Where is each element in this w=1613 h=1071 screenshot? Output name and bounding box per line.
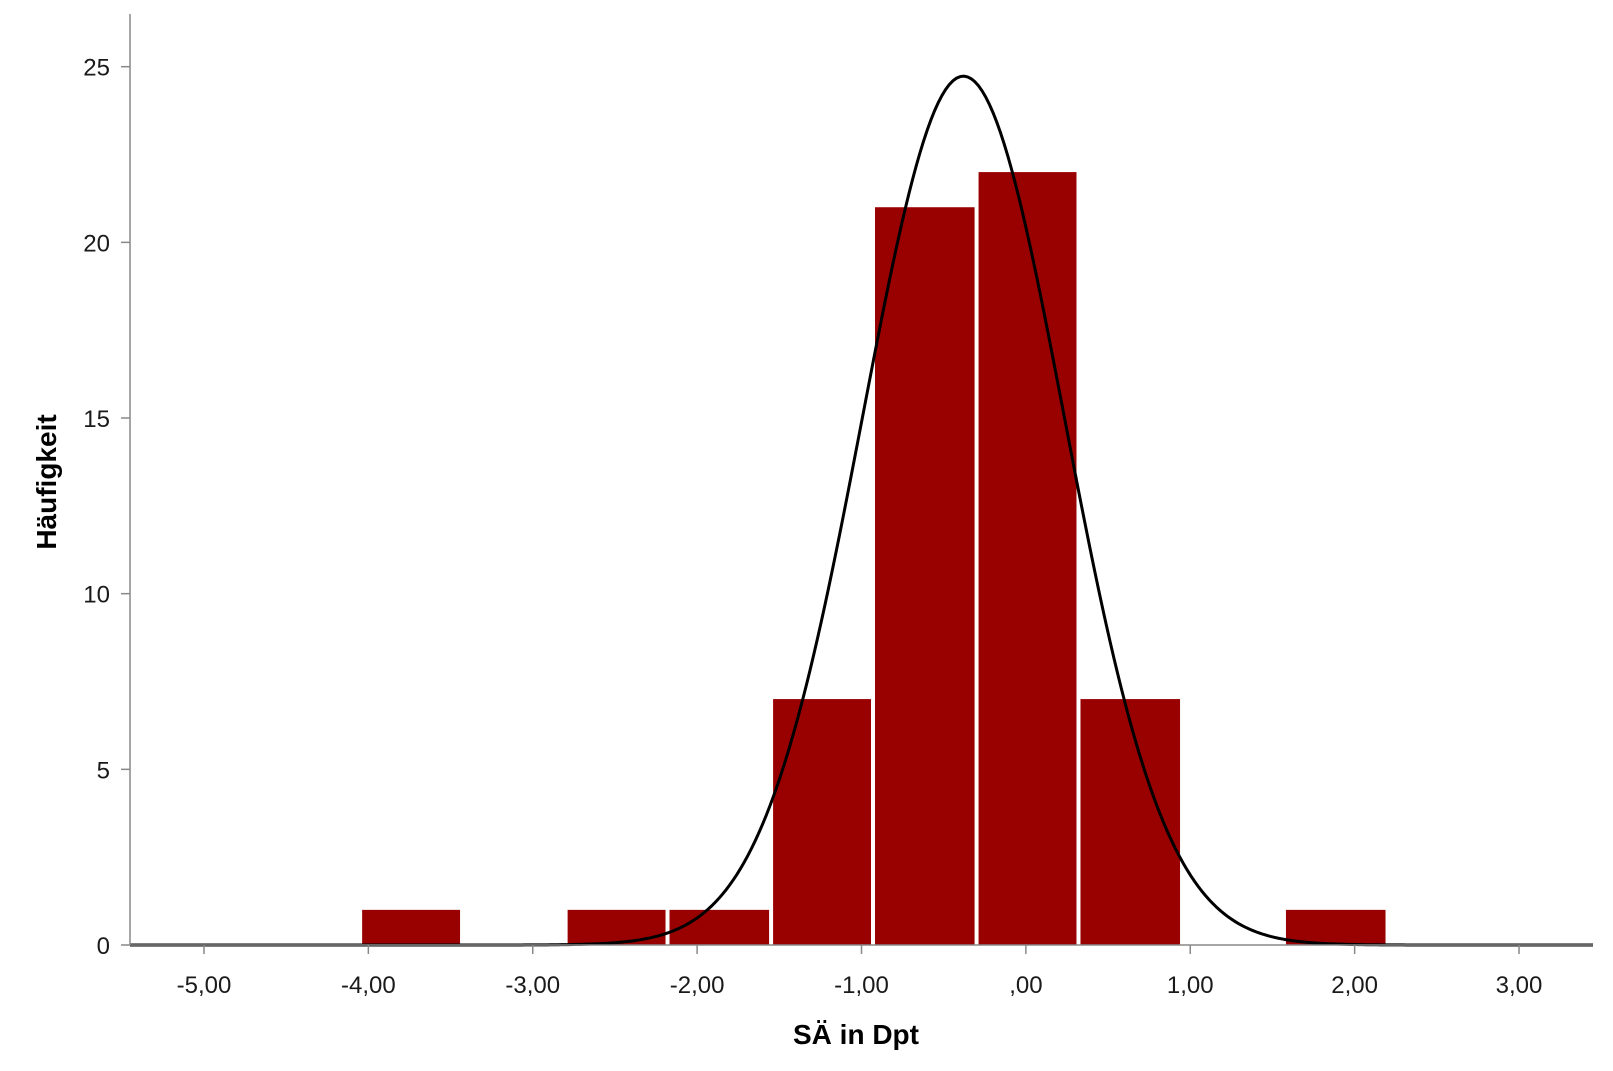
x-tick-label: 2,00 — [1331, 972, 1378, 999]
x-tick-label: ,00 — [1009, 972, 1042, 999]
x-tick-label: -4,00 — [341, 972, 396, 999]
x-tick-label: -3,00 — [505, 972, 560, 999]
y-tick-label: 0 — [97, 933, 110, 960]
y-tick-label: 10 — [83, 582, 110, 609]
y-axis-title: Häufigkeit — [31, 414, 62, 549]
histogram-bars — [362, 172, 1386, 945]
y-tick-label: 15 — [83, 406, 110, 433]
x-tick-label: -2,00 — [670, 972, 725, 999]
y-axis-ticks: 0 5 10 15 20 25 — [83, 55, 130, 960]
histogram-bar — [362, 909, 461, 945]
y-tick-label: 5 — [97, 757, 110, 784]
x-axis-ticks: -5,00 -4,00 -3,00 -2,00 -1,00 ,00 1,00 2,00 3,00 — [177, 945, 1543, 999]
x-tick-label: -5,00 — [177, 972, 232, 999]
histogram-bar — [669, 909, 770, 945]
x-tick-label: 3,00 — [1496, 972, 1543, 999]
x-tick-label: -1,00 — [834, 972, 889, 999]
y-tick-label: 20 — [83, 230, 110, 257]
x-tick-label: 1,00 — [1167, 972, 1214, 999]
histogram-bar — [773, 699, 872, 945]
histogram-bar — [1285, 909, 1386, 945]
y-tick-label: 25 — [83, 55, 110, 82]
histogram-bar — [1080, 699, 1181, 945]
histogram-bar — [567, 909, 666, 945]
histogram-bar — [875, 207, 975, 945]
histogram-bar — [978, 172, 1077, 945]
x-axis-title: SÄ in Dpt — [793, 1019, 919, 1050]
